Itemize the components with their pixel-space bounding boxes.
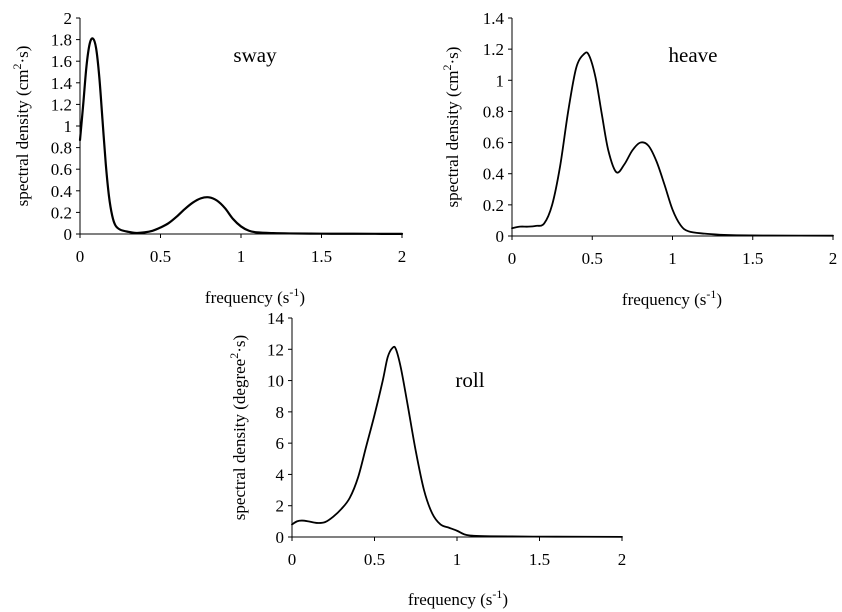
heave-x-tick-label: 0: [508, 249, 517, 268]
roll-y-tick-label: 8: [276, 403, 285, 422]
roll-y-tick-label: 12: [267, 340, 284, 359]
heave-y-tick-label: 1.4: [483, 9, 505, 28]
sway-series-line: [78, 37, 404, 235]
sway-y-tick-label: 0.8: [51, 139, 72, 158]
roll-y-tick-label: 0: [276, 528, 285, 547]
sway-y-tick-label: 0.6: [51, 160, 72, 179]
sway-panel: 0 0.2 0.4 0.6 0.8 1 1.2 1.4 1.6 1.8 2 0 0.5 1 1.5 2 sway…: [10, 9, 406, 307]
roll-x-tick-label: 0: [288, 550, 297, 569]
roll-y-tick-label: 2: [276, 497, 285, 516]
heave-x-tick-label: 2: [829, 249, 838, 268]
heave-y-tick-label: 0.8: [483, 102, 504, 121]
sway-y-tick-label: 2: [64, 9, 73, 28]
sway-x-axis-title: frequency (s-1): [205, 285, 305, 307]
roll-y-tick-label: 6: [276, 434, 285, 453]
heave-y-axis-title: spectral density (cm2·s): [440, 47, 462, 208]
sway-x-tick-label: 0.5: [150, 247, 171, 266]
sway-y-tick-label: 0.4: [51, 182, 73, 201]
sway-x-tick-label: 1: [237, 247, 246, 266]
sway-x-tick-label: 1.5: [311, 247, 332, 266]
heave-y-tick-label: 0.6: [483, 134, 504, 153]
sway-y-tick-label: 1: [64, 117, 73, 136]
sway-y-tick-label: 1.6: [51, 52, 72, 71]
roll-x-tick-label: 1.5: [529, 550, 550, 569]
heave-title: heave: [669, 43, 718, 67]
heave-y-tick-label: 1.2: [483, 40, 504, 59]
roll-panel: 0 2 4 6 8 10 12 14 0 0.5 1 1.5 2 roll frequency (s-1) s…: [227, 309, 626, 609]
roll-x-tick-label: 1: [453, 550, 462, 569]
sway-y-axis-title: spectral density (cm2·s): [10, 46, 32, 207]
sway-x-tick-label: 2: [398, 247, 407, 266]
roll-x-axis-title: frequency (s-1): [408, 587, 508, 609]
heave-x-tick-label: 0.5: [582, 249, 603, 268]
roll-y-tick-label: 14: [267, 309, 285, 328]
roll-y-tick-label: 10: [267, 372, 284, 391]
roll-title: roll: [455, 368, 484, 392]
roll-x-tick-label: 2: [618, 550, 627, 569]
sway-y-tick-label: 1.4: [51, 74, 73, 93]
roll-y-tick-label: 4: [276, 465, 285, 484]
sway-y-tick-label: 0.2: [51, 203, 72, 222]
roll-x-tick-label: 0.5: [364, 550, 385, 569]
sway-y-tick-label: 1.2: [51, 95, 72, 114]
heave-x-axis-title: frequency (s-1): [622, 287, 722, 309]
heave-series-line: [511, 51, 834, 237]
heave-y-tick-label: 0: [496, 227, 505, 246]
roll-y-axis-title: spectral density (degree2·s): [227, 335, 249, 520]
heave-panel: 0 0.2 0.4 0.6 0.8 1 1.2 1.4 0 0.5 1 1.5 2 heave freque…: [440, 9, 837, 309]
sway-x-tick-label: 0: [76, 247, 85, 266]
heave-y-tick-label: 0.2: [483, 196, 504, 215]
heave-x-tick-label: 1: [668, 249, 677, 268]
heave-y-tick-label: 1: [496, 71, 505, 90]
sway-y-tick-label: 0: [64, 225, 73, 244]
heave-x-tick-label: 1.5: [742, 249, 763, 268]
heave-y-tick-label: 0.4: [483, 165, 505, 184]
sway-y-tick-label: 1.8: [51, 31, 72, 50]
roll-series-line: [291, 345, 623, 538]
sway-title: sway: [233, 43, 277, 67]
